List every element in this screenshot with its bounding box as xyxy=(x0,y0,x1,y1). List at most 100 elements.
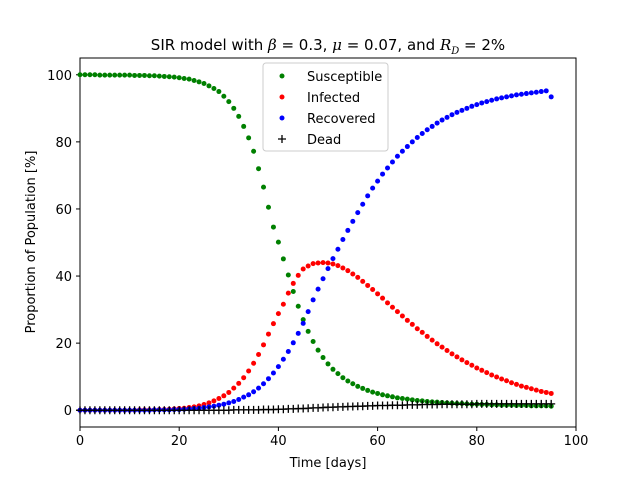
data-point-infected xyxy=(300,266,306,272)
data-point-susceptible xyxy=(394,395,400,401)
x-tick-label: 100 xyxy=(564,434,589,449)
data-point-infected xyxy=(414,326,420,332)
data-point-recovered xyxy=(449,112,455,118)
legend: Susceptible Infected Recovered Dead xyxy=(262,62,389,152)
data-point-susceptible xyxy=(261,184,267,190)
data-point-recovered xyxy=(231,399,237,405)
data-point-infected xyxy=(216,395,222,401)
data-point-recovered xyxy=(424,127,430,133)
x-tick-label: 20 xyxy=(171,434,188,449)
data-point-infected xyxy=(404,317,410,323)
data-point-recovered xyxy=(444,114,450,120)
data-point-infected xyxy=(340,265,346,271)
data-point-recovered xyxy=(504,94,510,100)
data-point-susceptible xyxy=(330,366,336,372)
data-point-infected xyxy=(280,301,286,307)
data-point-susceptible xyxy=(310,338,316,344)
data-point-recovered xyxy=(241,394,247,400)
x-tick-label: 80 xyxy=(469,434,486,449)
title-rd-subscript: D xyxy=(450,46,459,57)
data-point-infected xyxy=(538,388,544,394)
data-point-susceptible xyxy=(102,72,108,78)
legend-box xyxy=(262,62,389,152)
data-point-susceptible xyxy=(404,396,410,402)
data-point-infected xyxy=(350,271,356,277)
data-point-recovered xyxy=(494,96,500,102)
series-recovered xyxy=(77,88,554,413)
data-point-susceptible xyxy=(236,113,242,119)
data-point-susceptible xyxy=(201,80,207,86)
legend-item-infected: Infected xyxy=(279,91,360,106)
data-point-recovered xyxy=(350,218,356,224)
data-point-susceptible xyxy=(137,72,143,78)
data-point-recovered xyxy=(330,256,336,262)
data-point-recovered xyxy=(370,185,376,191)
x-tick-label: 0 xyxy=(76,434,84,449)
data-point-susceptible xyxy=(87,72,93,78)
data-point-recovered xyxy=(251,389,257,395)
data-point-infected xyxy=(464,360,470,366)
data-point-recovered xyxy=(305,309,311,315)
data-point-susceptible xyxy=(375,390,381,396)
data-point-susceptible xyxy=(409,397,415,403)
data-point-infected xyxy=(548,390,554,396)
data-point-infected xyxy=(335,263,341,269)
data-point-susceptible xyxy=(221,93,227,99)
data-point-susceptible xyxy=(97,72,103,78)
data-point-susceptible xyxy=(196,79,202,85)
title-prefix: SIR model with xyxy=(151,36,268,54)
data-point-infected xyxy=(211,398,217,404)
title-mu-symbol: μ xyxy=(332,36,342,54)
data-point-recovered xyxy=(211,403,217,409)
data-point-recovered xyxy=(419,130,425,136)
data-point-infected xyxy=(504,378,510,384)
plot-area-frame xyxy=(79,57,577,428)
data-point-infected xyxy=(315,260,321,266)
legend-label-dead: Dead xyxy=(307,133,341,148)
data-point-susceptible xyxy=(385,393,391,399)
data-point-recovered xyxy=(246,392,252,398)
data-point-recovered xyxy=(469,103,475,109)
data-point-susceptible xyxy=(176,75,182,81)
chart-title: SIR model with β = 0.3, μ = 0.07, and RD… xyxy=(151,36,505,57)
data-point-infected xyxy=(494,374,500,380)
data-point-recovered xyxy=(236,396,242,402)
data-point-susceptible xyxy=(156,73,162,79)
data-point-infected xyxy=(261,342,267,348)
data-point-infected xyxy=(429,337,435,343)
y-tick-label: 0 xyxy=(64,404,72,419)
data-point-susceptible xyxy=(151,73,157,79)
data-point-infected xyxy=(449,351,455,357)
data-point-dead xyxy=(547,399,556,408)
y-axis-ticks: 0 20 40 60 80 100 xyxy=(47,69,80,419)
data-point-infected xyxy=(484,370,490,376)
data-point-recovered xyxy=(464,105,470,111)
data-point-infected xyxy=(265,331,271,337)
series-dead xyxy=(76,399,556,415)
series-layer xyxy=(76,72,556,415)
data-point-recovered xyxy=(454,109,460,115)
data-point-susceptible xyxy=(181,75,187,81)
data-point-susceptible xyxy=(285,272,291,278)
data-point-recovered xyxy=(404,144,410,150)
legend-item-recovered: Recovered xyxy=(279,112,376,127)
legend-marker-recovered xyxy=(279,115,285,121)
data-point-infected xyxy=(513,381,519,387)
legend-marker-infected xyxy=(279,94,285,100)
data-point-infected xyxy=(330,261,336,267)
data-point-susceptible xyxy=(380,392,386,398)
data-point-infected xyxy=(226,389,232,395)
data-point-recovered xyxy=(340,236,346,242)
data-point-infected xyxy=(439,344,445,350)
data-point-infected xyxy=(241,375,247,381)
data-point-infected xyxy=(365,282,371,288)
data-point-recovered xyxy=(409,139,415,145)
data-point-recovered xyxy=(295,330,301,336)
data-point-recovered xyxy=(256,385,262,391)
data-point-recovered xyxy=(280,356,286,362)
data-point-infected xyxy=(424,333,430,339)
data-point-infected xyxy=(310,261,316,267)
data-point-susceptible xyxy=(191,77,197,83)
